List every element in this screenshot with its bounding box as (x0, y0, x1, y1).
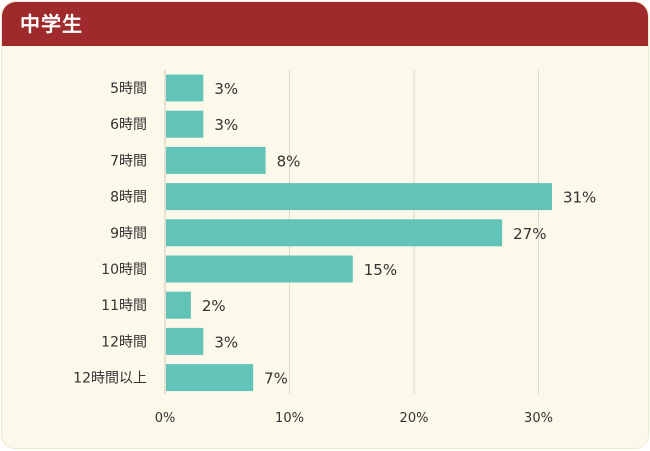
category-label: 11時間 (101, 298, 147, 314)
bar (166, 146, 266, 174)
data-label: 31% (563, 189, 596, 207)
category-label: 12時間 (101, 334, 147, 350)
x-tick-label: 30% (524, 411, 553, 426)
bar (166, 364, 254, 392)
bar (166, 110, 204, 138)
chart-header: 中学生 (2, 2, 648, 46)
bar (166, 183, 552, 211)
category-label: 7時間 (110, 153, 147, 169)
x-tick-label: 10% (275, 411, 304, 426)
category-label: 6時間 (110, 117, 147, 133)
bar (166, 291, 191, 319)
data-label: 7% (264, 370, 288, 388)
category-label: 12時間以上 (73, 371, 147, 387)
data-label: 3% (214, 116, 238, 134)
category-label: 8時間 (110, 190, 147, 206)
category-label: 9時間 (110, 226, 147, 242)
data-label: 27% (513, 225, 546, 243)
data-label: 3% (214, 333, 238, 351)
bar (166, 74, 204, 102)
chart-title: 中学生 (20, 12, 83, 36)
x-tick-label: 20% (400, 411, 429, 426)
data-label: 15% (364, 261, 397, 279)
bar (166, 255, 353, 283)
data-label: 3% (214, 80, 238, 98)
data-label: 8% (277, 152, 301, 170)
data-label: 2% (202, 297, 226, 315)
bar (166, 219, 503, 247)
category-label: 10時間 (101, 262, 147, 278)
x-tick-label: 0% (155, 411, 176, 426)
category-label: 5時間 (110, 81, 147, 97)
bar (166, 327, 204, 355)
